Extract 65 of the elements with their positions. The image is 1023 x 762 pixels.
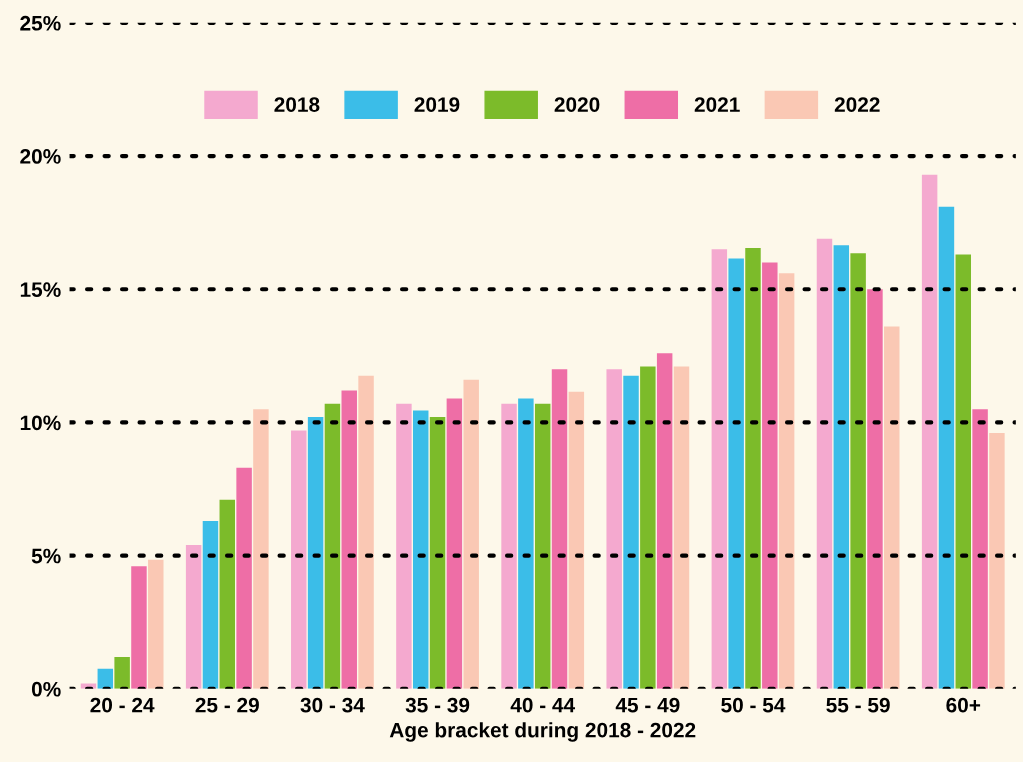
bar (341, 390, 357, 689)
bar (816, 238, 833, 689)
bar (501, 403, 517, 689)
y-tick-label: 20% (20, 149, 61, 164)
bar (534, 403, 551, 689)
bar (656, 353, 673, 689)
x-tick-label: 55 - 59 (826, 697, 890, 713)
x-tick-label: 30 - 34 (300, 697, 365, 713)
bar (236, 467, 252, 689)
bar (148, 559, 164, 689)
x-tick-label: 45 - 49 (615, 697, 680, 713)
bar (673, 366, 690, 689)
bar (114, 656, 130, 689)
bar (358, 375, 374, 689)
x-tick-label: 40 - 44 (510, 697, 576, 713)
x-axis-title: Age bracket during 2018 - 2022 (389, 722, 696, 742)
bar (762, 262, 778, 689)
bar (568, 391, 585, 689)
bar (640, 366, 656, 689)
bar (778, 273, 795, 689)
bar (253, 409, 269, 689)
y-tick-label: 5% (31, 548, 61, 564)
bar (518, 398, 534, 689)
x-tick-label: 60+ (946, 697, 981, 713)
y-tick-label: 0% (31, 681, 61, 697)
bar (867, 289, 883, 689)
bar (921, 174, 938, 689)
legend-label: 2019 (414, 97, 460, 112)
bar (446, 398, 463, 689)
bar (711, 249, 728, 689)
bar (972, 409, 988, 689)
y-tick-label: 25% (20, 15, 61, 31)
bar (463, 379, 479, 689)
legend-label: 2021 (694, 97, 740, 112)
bar (324, 403, 341, 689)
y-tick-label: 10% (20, 415, 61, 431)
bar (833, 245, 850, 689)
bar (989, 433, 1005, 689)
bar (97, 668, 114, 689)
bar (429, 417, 446, 689)
x-tick-label: 35 - 39 (405, 697, 470, 713)
bar (396, 403, 412, 689)
x-tick-label: 50 - 54 (721, 697, 786, 713)
bar (307, 417, 324, 689)
bar (623, 375, 639, 689)
bar (955, 254, 972, 689)
legend-label: 2022 (834, 97, 880, 112)
bar (728, 258, 744, 689)
x-tick-label: 20 - 24 (90, 697, 155, 713)
bar (131, 566, 147, 689)
y-tick-label: 15% (20, 282, 61, 298)
x-tick-label: 25 - 29 (195, 697, 259, 713)
bar (745, 247, 761, 689)
legend-label: 2020 (554, 97, 600, 112)
bar (185, 544, 202, 689)
legend-label: 2018 (274, 97, 320, 112)
bar (413, 410, 429, 689)
bar (938, 206, 955, 689)
bar (884, 326, 900, 689)
bar (551, 369, 568, 689)
bar (850, 253, 866, 689)
bar (291, 430, 307, 689)
bar (606, 369, 622, 689)
bar (219, 499, 236, 689)
bar (202, 521, 219, 689)
